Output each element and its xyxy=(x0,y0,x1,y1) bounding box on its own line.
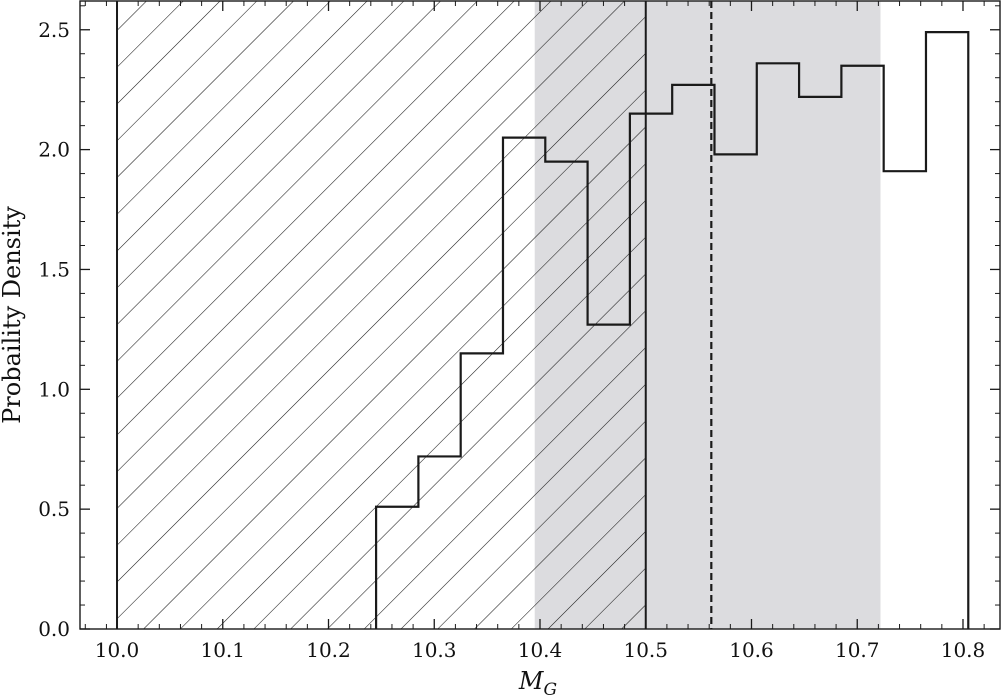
x-axis-label: MG xyxy=(518,667,557,696)
y-tick-label: 0.5 xyxy=(38,497,70,521)
x-tick-label: 10.5 xyxy=(623,638,668,662)
y-tick-label: 1.0 xyxy=(38,377,70,401)
y-tick-label: 2.5 xyxy=(38,18,70,42)
x-tick-label: 10.7 xyxy=(835,638,880,662)
x-tick-label: 10.6 xyxy=(729,638,774,662)
hatched-region xyxy=(117,1,646,629)
y-tick-label: 2.0 xyxy=(38,138,70,162)
histogram-outline xyxy=(374,31,970,629)
x-tick-label: 10.0 xyxy=(95,638,140,662)
x-tick-label: 10.1 xyxy=(200,638,245,662)
x-tick-label: 10.3 xyxy=(412,638,457,662)
x-tick-label: 10.8 xyxy=(941,638,986,662)
x-tick-label: 10.2 xyxy=(306,638,351,662)
y-tick-label: 0.0 xyxy=(38,617,70,641)
x-tick-label: 10.4 xyxy=(518,638,563,662)
y-axis-label: Probaility Density xyxy=(0,206,26,424)
y-tick-label: 1.5 xyxy=(38,257,70,281)
